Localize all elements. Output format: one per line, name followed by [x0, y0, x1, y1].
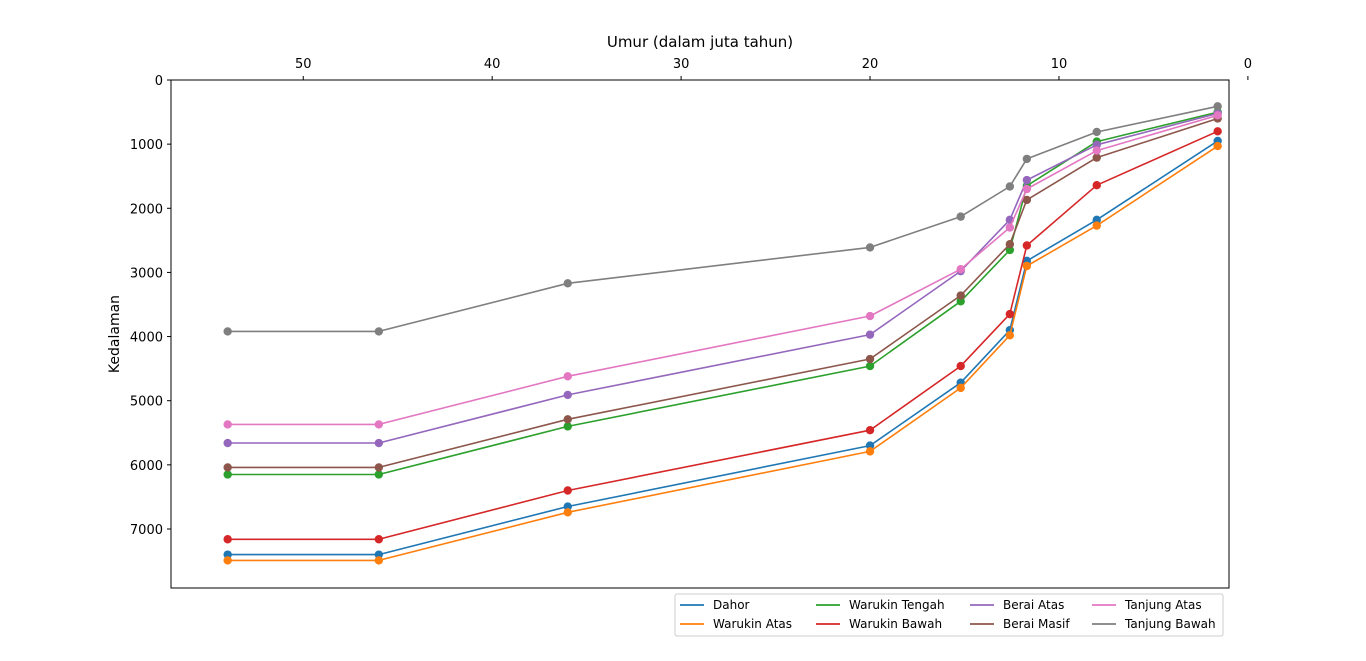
data-point	[1022, 184, 1032, 194]
data-point	[223, 535, 232, 544]
data-point	[1022, 175, 1032, 185]
data-point	[1092, 215, 1101, 225]
data-point	[223, 327, 232, 336]
data-point	[1092, 153, 1101, 162]
data-point	[374, 420, 384, 429]
x-axis: 50 40 30 20 10 0	[295, 57, 1252, 80]
series-warukin-bawah	[223, 127, 1222, 544]
x-tick-label: 30	[673, 57, 690, 72]
data-point	[1092, 146, 1101, 155]
x-tick-label: 0	[1244, 57, 1252, 72]
data-point	[956, 297, 965, 306]
data-point	[956, 291, 965, 300]
data-point	[1005, 240, 1015, 249]
data-point	[374, 535, 384, 544]
data-point	[223, 556, 232, 565]
series-layer	[223, 102, 1222, 565]
data-point	[865, 361, 875, 371]
series-warukin-atas	[223, 141, 1222, 565]
y-tick-label: 0	[155, 74, 163, 89]
data-point	[865, 354, 875, 364]
series-tanjung-atas	[223, 111, 1222, 429]
y-axis: 0 1000 2000 3000 4000 5000 6000 7000	[130, 74, 171, 538]
y-tick-label: 6000	[130, 459, 163, 474]
y-tick-label: 5000	[130, 395, 163, 410]
data-point	[563, 390, 572, 400]
data-point	[1005, 245, 1015, 255]
x-tick-label: 50	[295, 57, 312, 72]
data-point	[223, 463, 232, 472]
data-point	[374, 550, 384, 559]
y-tick-label: 4000	[130, 331, 163, 346]
data-point	[1005, 182, 1015, 191]
data-point	[223, 420, 232, 429]
data-point	[865, 426, 875, 435]
data-point	[956, 383, 965, 393]
legend-frame	[674, 593, 1224, 637]
data-point	[223, 550, 232, 559]
legend-label: Tanjung Atas	[1124, 598, 1202, 612]
data-point	[956, 212, 965, 221]
legend-label: Tanjung Bawah	[1124, 617, 1216, 631]
data-point	[1092, 180, 1101, 190]
series-tanjung-bawah	[223, 102, 1222, 336]
data-point	[956, 265, 965, 274]
data-point	[563, 372, 572, 381]
y-tick-label: 7000	[130, 523, 163, 538]
data-point	[956, 361, 965, 371]
data-point	[374, 327, 384, 336]
y-tick-label: 2000	[130, 202, 163, 217]
data-point	[1005, 309, 1015, 319]
data-point	[374, 463, 384, 472]
data-point	[1213, 141, 1222, 151]
data-point	[865, 243, 875, 252]
x-tick-label: 20	[862, 57, 879, 72]
data-point	[1022, 195, 1032, 205]
legend-label: Berai Masif	[1003, 617, 1070, 631]
data-point	[865, 441, 875, 450]
data-point	[1092, 127, 1101, 137]
data-point	[1092, 221, 1101, 230]
x-tick-label: 10	[1051, 57, 1068, 72]
data-point	[1213, 111, 1222, 120]
legend-label: Berai Atas	[1003, 598, 1064, 612]
data-point	[374, 438, 384, 448]
data-point	[1022, 241, 1032, 250]
data-point	[563, 486, 572, 495]
data-point	[563, 415, 572, 424]
y-tick-label: 3000	[130, 266, 163, 281]
plot-frame	[170, 79, 1230, 589]
data-point	[1092, 140, 1101, 149]
data-point	[374, 556, 384, 565]
data-point	[563, 279, 572, 288]
data-point	[374, 470, 384, 479]
data-point	[563, 422, 572, 431]
legend-label: Warukin Atas	[713, 617, 792, 631]
data-point	[1005, 331, 1015, 340]
data-point	[563, 508, 572, 517]
x-axis-title: Umur (dalam juta tahun)	[607, 33, 793, 51]
legend: Dahor Warukin Atas Warukin Tengah Warukin B…	[674, 593, 1224, 637]
x-tick-label: 40	[484, 57, 501, 72]
data-point	[1213, 102, 1222, 111]
data-point	[223, 470, 232, 479]
data-point	[1022, 154, 1032, 164]
data-point	[865, 311, 875, 321]
y-axis-title: Kedalaman	[107, 295, 123, 373]
y-tick-label: 1000	[130, 138, 163, 153]
data-point	[865, 447, 875, 456]
data-point	[563, 502, 572, 511]
legend-label: Warukin Bawah	[849, 617, 942, 631]
data-point	[1005, 223, 1015, 232]
data-point	[1213, 127, 1222, 136]
data-point	[223, 438, 232, 448]
data-point	[1022, 261, 1032, 271]
legend-label: Warukin Tengah	[849, 598, 945, 612]
plot-area	[171, 80, 1229, 588]
data-point	[865, 330, 875, 339]
legend-label: Dahor	[713, 598, 750, 612]
